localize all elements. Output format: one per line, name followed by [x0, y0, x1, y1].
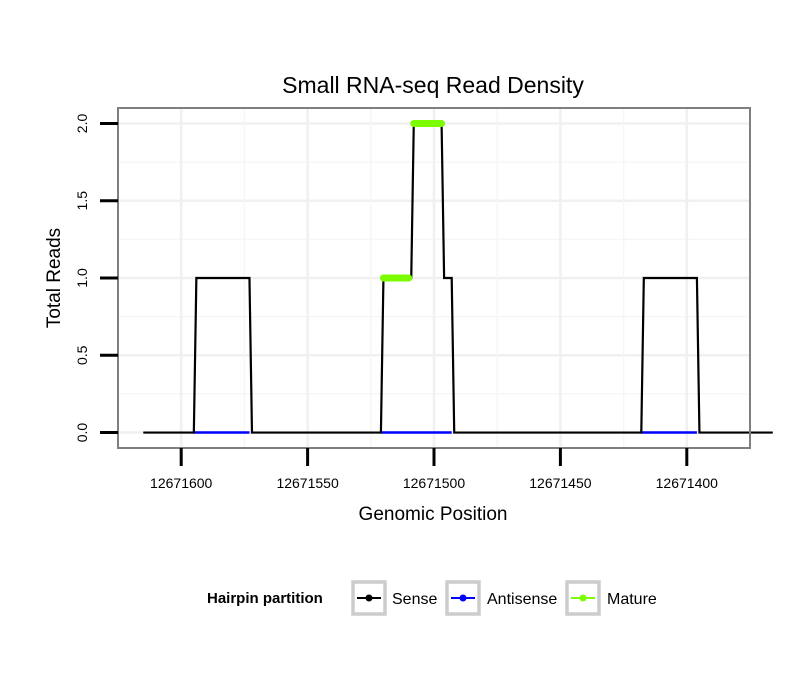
legend-title: Hairpin partition [207, 590, 323, 607]
x-tick-label: 12671550 [276, 475, 339, 491]
legend: Hairpin partition Sense Antisense Mature [207, 580, 657, 616]
legend-label-sense: Sense [392, 591, 437, 608]
series-layer [143, 119, 773, 434]
legend-label-antisense: Antisense [487, 591, 557, 608]
legend-key-point-antisense [459, 594, 467, 602]
y-tick-label: 1.5 [74, 191, 90, 211]
plot-area [117, 107, 773, 449]
y-tick-label: 0.5 [74, 345, 90, 365]
x-axis: 12671600 12671550 12671500 12671450 12671400 [150, 448, 718, 491]
x-tick-label: 12671600 [150, 475, 213, 491]
legend-key-point-sense [365, 594, 373, 602]
x-tick-label: 12671400 [656, 475, 719, 491]
x-axis-title: Genomic Position [359, 504, 508, 525]
y-tick-label: 2.0 [74, 114, 90, 134]
x-tick-label: 12671450 [529, 475, 592, 491]
chart-title: Small RNA-seq Read Density [282, 72, 584, 98]
x-tick-label: 12671500 [403, 475, 466, 491]
legend-key-point-mature [579, 594, 587, 602]
y-tick-label: 0.0 [74, 423, 90, 443]
y-axis-title: Total Reads [44, 228, 65, 328]
y-tick-label: 1.0 [74, 268, 90, 288]
legend-label-mature: Mature [607, 591, 657, 608]
y-axis: 0.0 0.5 1.0 1.5 2.0 [74, 114, 118, 443]
